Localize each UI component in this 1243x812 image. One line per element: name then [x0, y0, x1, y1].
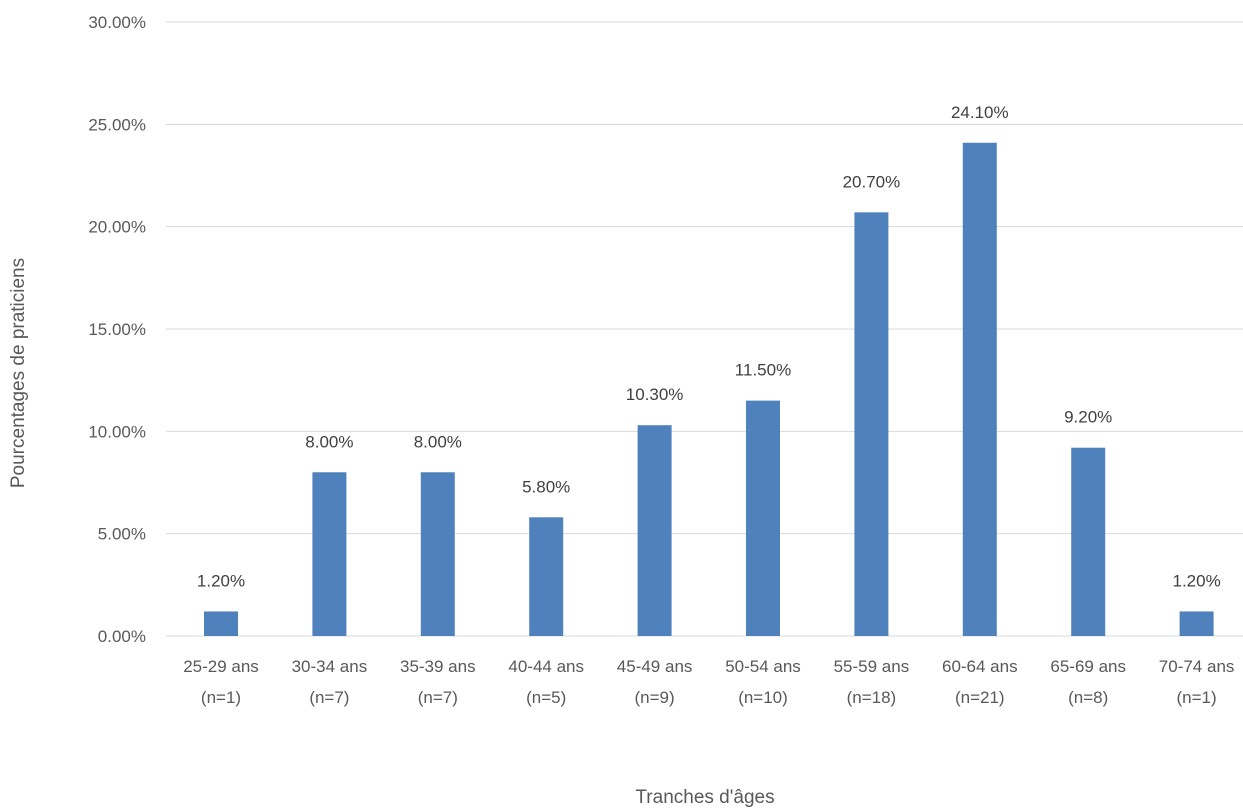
x-tick-label: 25-29 ans [183, 657, 259, 676]
y-tick-label: 15.00% [88, 320, 146, 339]
x-tick-label: 55-59 ans [834, 657, 910, 676]
data-label: 5.80% [522, 477, 570, 496]
x-tick-sublabel: (n=9) [635, 688, 675, 707]
data-label: 1.20% [1172, 571, 1220, 590]
x-tick-label: 45-49 ans [617, 657, 693, 676]
x-tick-label: 70-74 ans [1159, 657, 1235, 676]
bar [854, 212, 889, 636]
x-tick-label: 50-54 ans [725, 657, 801, 676]
y-tick-label: 20.00% [88, 218, 146, 237]
data-label: 1.20% [197, 571, 245, 590]
x-tick-label: 35-39 ans [400, 657, 476, 676]
y-axis-title: Pourcentages de praticiens [8, 258, 29, 488]
x-tick-label: 40-44 ans [508, 657, 584, 676]
bar [529, 517, 564, 636]
x-axis-categories: 25-29 ans (n=1) 30-34 ans (n=7) 35-39 ans (n=… [183, 657, 1234, 707]
x-tick-sublabel: (n=18) [847, 688, 897, 707]
bar [204, 611, 238, 636]
data-label: 20.70% [843, 172, 901, 191]
bar [746, 400, 780, 636]
y-tick-label: 30.00% [88, 13, 146, 32]
bar [637, 425, 672, 636]
x-tick-sublabel: (n=10) [738, 688, 788, 707]
x-tick-label: 65-69 ans [1050, 657, 1126, 676]
data-label: 11.50% [735, 361, 791, 380]
x-tick-sublabel: (n=7) [309, 688, 349, 707]
bar [962, 142, 997, 636]
x-tick-sublabel: (n=1) [201, 688, 241, 707]
x-tick-sublabel: (n=7) [418, 688, 458, 707]
bars [204, 142, 1214, 636]
y-tick-label: 25.00% [88, 115, 146, 134]
bar [312, 472, 347, 636]
y-tick-label: 0.00% [98, 627, 146, 646]
x-tick-label: 30-34 ans [292, 657, 368, 676]
bar [420, 472, 455, 636]
bar [1179, 611, 1214, 636]
x-axis-title: Tranches d'âges [635, 787, 774, 808]
y-tick-label: 10.00% [88, 422, 146, 441]
data-label: 24.10% [951, 103, 1009, 122]
y-axis-ticks: 0.00% 5.00% 10.00% 15.00% 20.00% 25.00% 30.00% [88, 13, 146, 646]
y-tick-label: 5.00% [98, 525, 146, 544]
data-label: 8.00% [414, 432, 462, 451]
x-tick-sublabel: (n=8) [1068, 688, 1108, 707]
x-tick-label: 60-64 ans [942, 657, 1018, 676]
data-label: 9.20% [1064, 408, 1112, 427]
data-labels: 1.20% 8.00% 8.00% 5.80% 10.30% 11.50% 20.70% 24… [197, 103, 1221, 591]
data-label: 8.00% [305, 432, 353, 451]
x-tick-sublabel: (n=1) [1177, 688, 1217, 707]
data-label: 10.30% [626, 385, 684, 404]
x-tick-sublabel: (n=5) [526, 688, 566, 707]
x-tick-sublabel: (n=21) [955, 688, 1005, 707]
bar [1071, 447, 1106, 636]
